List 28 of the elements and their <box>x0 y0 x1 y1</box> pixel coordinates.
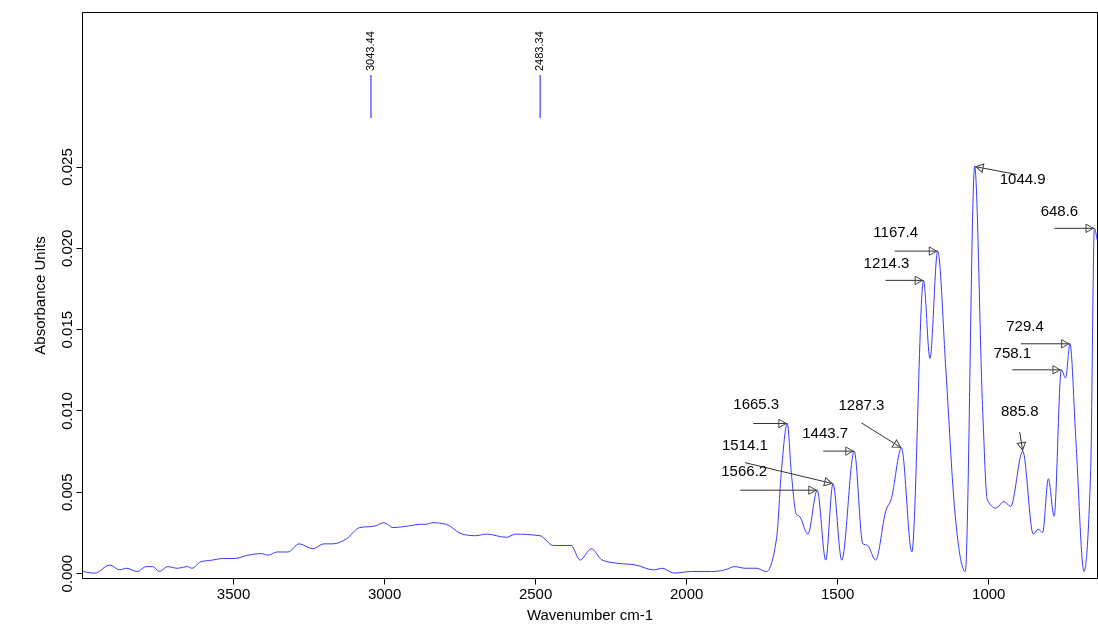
annotation: 885.8 <box>1000 402 1039 420</box>
x-tick-label: 3000 <box>367 584 402 602</box>
annotation: 1566.2 <box>721 462 768 480</box>
y-tick-label: 0.010 <box>57 392 75 430</box>
x-axis-title: Wavenumber cm-1 <box>526 605 654 623</box>
ref-line-label: 3043.44 <box>363 31 376 71</box>
annotation: 1443.7 <box>802 424 849 442</box>
annotation: 1287.3 <box>838 395 885 413</box>
annotation: 1044.9 <box>999 169 1046 187</box>
annotation: 758.1 <box>993 343 1032 361</box>
annotation: 1665.3 <box>733 395 780 413</box>
annotation: 648.6 <box>1040 202 1079 220</box>
x-tick-label: 2500 <box>518 584 553 602</box>
annotation: 729.4 <box>1006 316 1044 334</box>
annotation: 1167.4 <box>873 223 919 241</box>
y-tick-label: 0.005 <box>57 473 75 512</box>
y-tick-label: 0.000 <box>57 554 75 593</box>
y-tick-label: 0.015 <box>57 310 75 349</box>
x-tick-label: 1000 <box>972 584 1006 602</box>
annotation: 1214.3 <box>863 254 910 272</box>
ref-line-label: 2483.34 <box>533 31 546 71</box>
x-tick-label: 1500 <box>821 584 855 602</box>
y-axis-title: Absorbance Units <box>30 236 48 355</box>
y-tick-label: 0.025 <box>57 148 75 186</box>
x-tick-label: 2000 <box>669 584 704 602</box>
y-tick-label: 0.020 <box>57 229 75 268</box>
annotation: 1514.1 <box>722 435 768 453</box>
x-tick-label: 3500 <box>216 584 251 602</box>
